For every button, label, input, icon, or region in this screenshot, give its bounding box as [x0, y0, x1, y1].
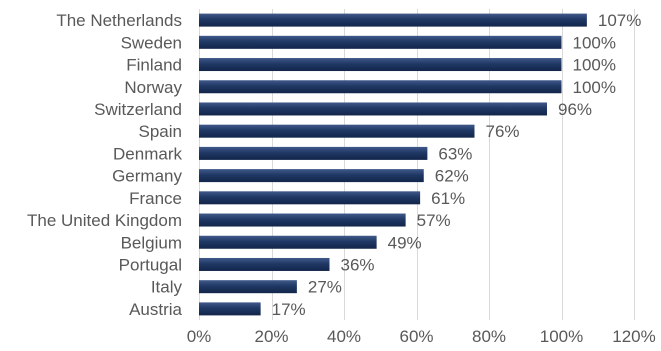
category-label: Austria	[129, 300, 182, 319]
value-label: 62%	[435, 167, 469, 186]
bar	[199, 13, 587, 27]
category-label: Denmark	[113, 144, 182, 163]
category-label: Switzerland	[94, 100, 182, 119]
category-label: Italy	[151, 278, 183, 297]
x-tick-label: 80%	[472, 327, 506, 346]
bar	[199, 169, 424, 183]
bar	[199, 35, 562, 49]
value-label: 49%	[388, 233, 422, 252]
category-label: Finland	[126, 56, 182, 75]
gridlines	[199, 9, 635, 320]
bar	[199, 302, 261, 316]
x-tick-label: 0%	[187, 327, 212, 346]
value-label: 61%	[431, 189, 465, 208]
value-label: 107%	[598, 11, 641, 30]
value-label: 27%	[308, 278, 342, 297]
bar	[199, 80, 562, 94]
category-label: Spain	[139, 122, 182, 141]
value-label: 57%	[417, 211, 451, 230]
bar	[199, 146, 428, 160]
value-label: 63%	[438, 144, 472, 163]
bars	[199, 13, 587, 316]
category-label: Sweden	[121, 33, 182, 52]
bar	[199, 58, 562, 72]
value-label: 36%	[341, 255, 375, 274]
x-tick-label: 120%	[612, 327, 655, 346]
category-label: The Netherlands	[56, 11, 182, 30]
category-label: Germany	[112, 167, 182, 186]
bar	[199, 124, 475, 138]
bar	[199, 235, 377, 249]
value-label: 100%	[573, 33, 616, 52]
category-label: Belgium	[121, 233, 182, 252]
category-label: Norway	[124, 78, 182, 97]
category-label: France	[129, 189, 182, 208]
x-tick-label: 60%	[399, 327, 433, 346]
value-label: 100%	[573, 78, 616, 97]
bar	[199, 102, 547, 116]
x-tick-label: 20%	[254, 327, 288, 346]
x-tick-label: 40%	[327, 327, 361, 346]
bar	[199, 257, 330, 271]
value-label: 17%	[272, 300, 306, 319]
category-label: The United Kingdom	[27, 211, 182, 230]
category-label: Portugal	[119, 255, 182, 274]
value-label: 96%	[558, 100, 592, 119]
bar	[199, 280, 297, 294]
labels: 0% 20% 40% 60% 80% 100% 120% The Netherlands 107…	[27, 11, 656, 346]
value-label: 100%	[573, 56, 616, 75]
value-label: 76%	[486, 122, 520, 141]
x-tick-label: 100%	[540, 327, 583, 346]
bar	[199, 213, 406, 227]
bar	[199, 191, 421, 205]
